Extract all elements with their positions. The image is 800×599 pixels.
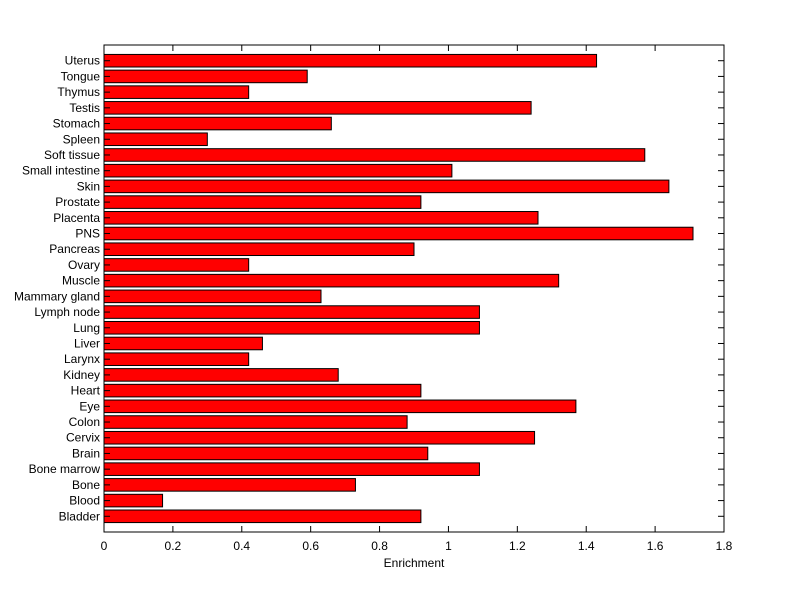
bar xyxy=(103,69,308,84)
bar xyxy=(103,195,422,209)
y-tick-label: Prostate xyxy=(55,195,100,209)
x-tick-label: 1 xyxy=(445,539,452,553)
bar xyxy=(103,305,480,319)
bar xyxy=(103,101,532,115)
bar xyxy=(103,383,422,398)
bar xyxy=(103,478,356,492)
x-tick-label: 1.8 xyxy=(716,539,733,553)
x-tick-label: 1.2 xyxy=(509,539,526,553)
bar xyxy=(103,226,694,241)
y-tick-label: Mammary gland xyxy=(14,289,100,303)
bar xyxy=(103,53,598,68)
y-tick-label: Larynx xyxy=(64,352,100,366)
bar xyxy=(103,415,408,429)
bar xyxy=(103,148,646,162)
bars xyxy=(103,53,694,524)
bar xyxy=(103,509,422,524)
y-tick-label: Spleen xyxy=(63,132,100,146)
x-tick-label: 1.4 xyxy=(578,539,595,553)
bar xyxy=(103,211,539,225)
bar xyxy=(103,163,453,178)
y-tick-label: Skin xyxy=(77,179,100,193)
x-tick-label: 0.8 xyxy=(371,539,388,553)
y-tick-label: Testis xyxy=(69,101,100,115)
y-tick-label: Kidney xyxy=(63,368,100,382)
bar xyxy=(103,493,164,508)
y-tick-label: Soft tissue xyxy=(44,148,100,162)
x-tick-label: 0.4 xyxy=(233,539,250,553)
y-tick-label: Bladder xyxy=(59,509,100,523)
bar xyxy=(103,85,250,99)
y-tick-label: Cervix xyxy=(66,431,100,445)
y-tick-label: Small intestine xyxy=(22,164,100,178)
y-tick-label: Tongue xyxy=(61,69,101,83)
bar xyxy=(103,430,536,445)
y-tick-label: Bone xyxy=(72,478,100,492)
bar xyxy=(103,399,577,414)
bar xyxy=(103,462,480,476)
bar xyxy=(103,446,429,461)
y-tick-label: Eye xyxy=(79,399,100,413)
y-tick-label: Muscle xyxy=(62,274,100,288)
y-tick-label: Pancreas xyxy=(49,242,100,256)
bar xyxy=(103,336,263,351)
bar xyxy=(103,258,250,272)
bar xyxy=(103,132,208,147)
y-tick-label: Blood xyxy=(69,494,100,508)
bar xyxy=(103,352,250,366)
bar xyxy=(103,368,339,382)
y-tick-label: Liver xyxy=(74,336,100,350)
x-tick-label: 0.2 xyxy=(165,539,182,553)
x-axis-label: Enrichment xyxy=(384,556,445,570)
x-tick-label: 0.6 xyxy=(302,539,319,553)
x-tick-label: 0 xyxy=(101,539,108,553)
y-tick-label: Stomach xyxy=(53,117,100,131)
y-tick-label: Thymus xyxy=(57,85,100,99)
bar xyxy=(103,116,332,131)
y-tick-label: Colon xyxy=(69,415,100,429)
y-tick-label: Lymph node xyxy=(34,305,100,319)
y-tick-label: Placenta xyxy=(53,211,100,225)
bar xyxy=(103,179,670,194)
bar xyxy=(103,320,480,335)
x-tick-label: 1.6 xyxy=(647,539,664,553)
x-ticks: 0 0.2 0.4 0.6 0.8 1 1.2 1.4 1.6 1.8 xyxy=(101,45,733,553)
bar xyxy=(103,242,415,257)
y-tick-label: Brain xyxy=(72,446,100,460)
y-tick-label: PNS xyxy=(75,227,100,241)
bar xyxy=(103,289,322,304)
y-tick-label: Ovary xyxy=(68,258,100,272)
y-tick-label: Uterus xyxy=(65,54,100,68)
y-tick-label: Lung xyxy=(73,321,100,335)
bar xyxy=(103,273,560,288)
y-tick-label: Bone marrow xyxy=(29,462,101,476)
y-tick-label: Heart xyxy=(71,384,101,398)
